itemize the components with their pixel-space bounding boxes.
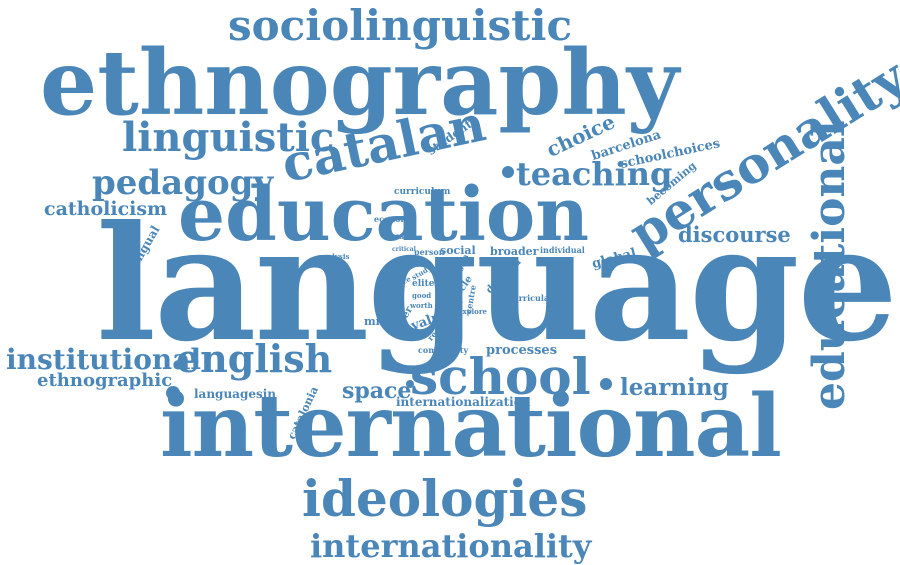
word-economic: economic: [374, 214, 417, 224]
word-explore: explore: [458, 307, 487, 316]
word-teaching: teaching: [516, 155, 673, 193]
word-sociolinguistic: sociolinguistic: [228, 1, 573, 50]
word-school: school: [410, 347, 591, 406]
dot-teaching: [502, 166, 514, 178]
word-language: language: [96, 192, 898, 377]
word-curriculum: curriculum: [394, 187, 451, 197]
word-linguistic: linguistic: [122, 114, 335, 161]
word-catholicism: catholicism: [44, 198, 168, 220]
word-broader: broader: [490, 245, 539, 258]
word-space: space: [342, 378, 412, 404]
word-education: education: [178, 172, 590, 258]
word-curricula: curricula: [508, 293, 550, 303]
word-way: way: [448, 299, 463, 308]
word-elite: elite: [412, 279, 435, 289]
word-worth: worth: [410, 301, 433, 310]
word-learning: learning: [620, 374, 729, 401]
word-middle: middle: [364, 315, 407, 328]
word-internationality: internationality: [310, 527, 592, 565]
dot-learning: [600, 378, 612, 390]
word-internationalization: internationalization: [396, 395, 531, 409]
word-individual: individual: [540, 245, 585, 255]
word-critical: critical: [392, 246, 416, 253]
word-pedagogy: pedagogy: [92, 163, 274, 203]
word-processes: processes: [486, 343, 558, 358]
word-ethnographic: ethnographic: [37, 370, 173, 391]
word-institutional: institutional: [6, 343, 202, 376]
word-international: international: [160, 376, 782, 477]
word-social: social: [440, 244, 476, 257]
dot-international: [166, 386, 180, 400]
word-english: english: [176, 336, 333, 381]
word-ethnography: ethnography: [40, 30, 680, 136]
word-discourse: discourse: [678, 222, 791, 247]
word-ideologies: ideologies: [302, 469, 588, 528]
word-community: community: [418, 345, 469, 355]
word-analysis: analysis: [318, 252, 350, 261]
word-languagesin: languagesin: [194, 387, 277, 401]
word-classes: classes: [382, 231, 414, 241]
word-good: good: [412, 291, 432, 300]
dot-catalonia: [406, 380, 414, 388]
word-person: person: [414, 247, 445, 257]
